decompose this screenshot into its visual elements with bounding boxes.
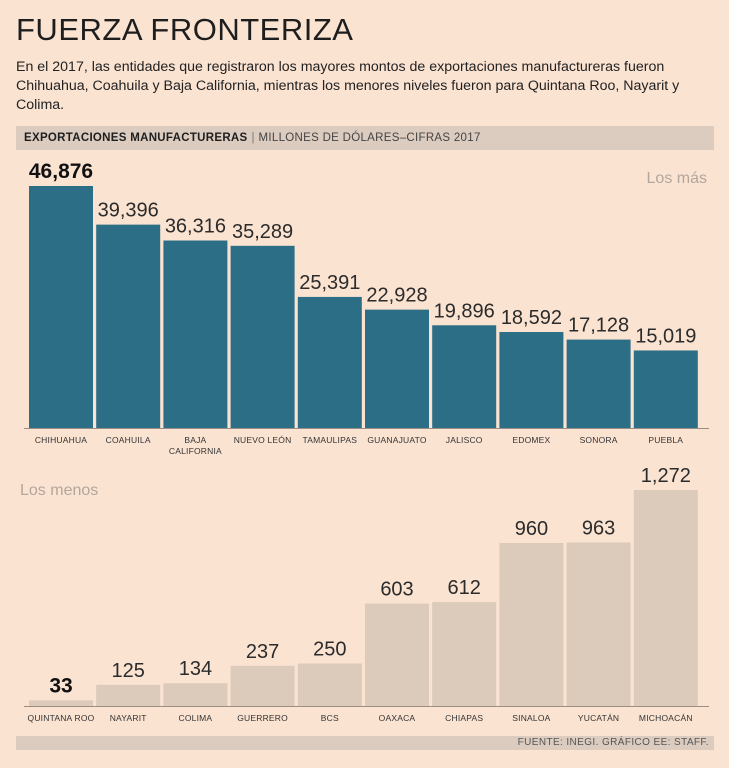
category-label: CHIHUAHUA [35,435,87,445]
bar-puebla [633,350,698,428]
data-label: 25,391 [299,272,360,294]
bar-guanajuato [365,309,429,428]
bar-chihuahua [29,186,93,428]
bar-oaxaca [365,603,429,706]
bar-bcs [297,663,362,706]
category-label: YUCATÁN [578,713,619,723]
data-label: 134 [179,658,212,680]
data-label: 15,019 [635,325,696,347]
data-label: 22,928 [366,285,427,307]
bar-nuevo-león [230,245,295,428]
category-label: COAHUILA [106,435,151,445]
data-label: 19,896 [434,300,495,322]
bar-jalisco [432,325,497,428]
bar-sonora [566,339,631,428]
footer-bar [16,736,714,750]
data-label: 36,316 [165,216,226,238]
bar-guerrero [230,665,295,706]
category-label: PUEBLA [648,435,683,445]
category-label: CALIFORNIA [169,446,222,456]
bar-baja-california [163,240,228,428]
bar-yucatán [566,542,631,706]
category-label: MICHOACÁN [639,713,693,723]
data-label: 125 [112,660,145,682]
category-label: NUEVO LEÓN [234,435,292,445]
category-label: QUINTANA ROO [28,713,95,723]
chart-1-title: Los más [647,170,707,187]
bar-michoacán [633,490,698,706]
data-label: 35,289 [232,221,293,243]
bar-quintana-roo [29,700,93,706]
bar-edomex [499,332,564,428]
bar-tamaulipas [297,296,362,428]
data-label: 612 [448,577,481,599]
category-label: EDOMEX [512,435,550,445]
category-label: BAJA [184,435,206,445]
data-label: 250 [313,639,346,661]
data-label: 39,396 [98,200,159,222]
data-label: 46,876 [29,160,93,183]
data-label: 960 [515,518,548,540]
page-title: FUERZA FRONTERIZA [16,12,354,47]
category-label: SONORA [580,435,618,445]
category-label: COLIMA [179,713,213,723]
category-label: OAXACA [379,713,416,723]
category-label: SINALOA [512,713,550,723]
data-label: 18,592 [501,307,562,329]
data-label: 603 [380,579,413,601]
data-label: 17,128 [568,315,629,337]
bar-colima [163,683,228,706]
bar-sinaloa [499,542,564,706]
category-label: GUANAJUATO [367,435,426,445]
page-subtitle: En el 2017, las entidades que registraro… [16,59,680,113]
chart-header-bar: EXPORTACIONES MANUFACTURERAS | MILLONES … [16,126,714,150]
chart-2-title: Los menos [20,482,98,499]
chart-header-title: EXPORTACIONES MANUFACTURERAS [24,132,248,144]
category-label: CHIAPAS [445,713,483,723]
data-label: 963 [582,517,615,539]
chart-header-unit: MILLONES DE DÓLARES–CIFRAS 2017 [258,132,481,144]
category-label: GUERRERO [237,713,288,723]
source-note: FUENTE: INEGI. GRÁFICO EE: STAFF. [517,737,709,748]
category-label: JALISCO [446,435,483,445]
category-label: TAMAULIPAS [303,435,358,445]
data-label: 237 [246,641,279,663]
category-label: BCS [321,713,339,723]
chart-header-separator: | [251,132,255,144]
data-label: 1,272 [641,465,691,487]
data-label: 33 [49,674,72,697]
bar-nayarit [96,684,161,706]
bar-coahuila [96,224,161,428]
category-label: NAYARIT [110,713,147,723]
bar-chiapas [432,602,497,706]
